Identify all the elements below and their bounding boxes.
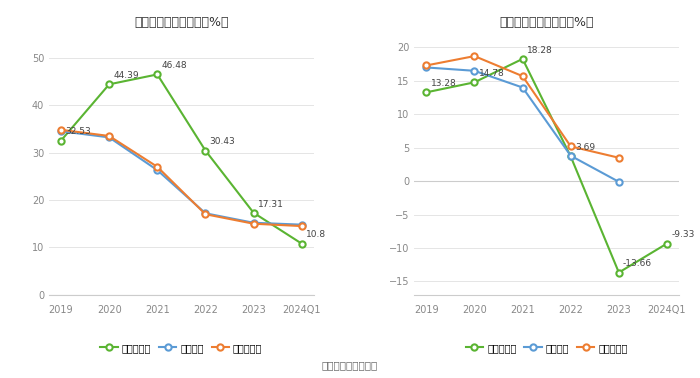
Text: 18.28: 18.28	[526, 46, 552, 55]
Title: 历年毛利率变化情况（%）: 历年毛利率变化情况（%）	[134, 15, 229, 29]
Text: 46.48: 46.48	[162, 61, 187, 70]
Text: 3.69: 3.69	[575, 143, 595, 152]
Text: 30.43: 30.43	[209, 137, 235, 146]
Text: -13.66: -13.66	[623, 259, 652, 268]
Text: 数据来源：恒生聚源: 数据来源：恒生聚源	[322, 361, 378, 370]
Title: 历年净利率变化情况（%）: 历年净利率变化情况（%）	[499, 15, 594, 29]
Text: 32.53: 32.53	[65, 127, 91, 136]
Text: 14.78: 14.78	[479, 69, 505, 78]
Text: 10.8: 10.8	[306, 231, 326, 239]
Legend: 公司净利率, 行业均値, 行业中位数: 公司净利率, 行业均値, 行业中位数	[462, 339, 631, 356]
Text: -9.33: -9.33	[671, 230, 694, 239]
Legend: 公司毛利率, 行业均値, 行业中位数: 公司毛利率, 行业均値, 行业中位数	[97, 339, 266, 356]
Text: 44.39: 44.39	[113, 71, 139, 80]
Text: 13.28: 13.28	[430, 79, 456, 88]
Text: 17.31: 17.31	[258, 200, 284, 209]
